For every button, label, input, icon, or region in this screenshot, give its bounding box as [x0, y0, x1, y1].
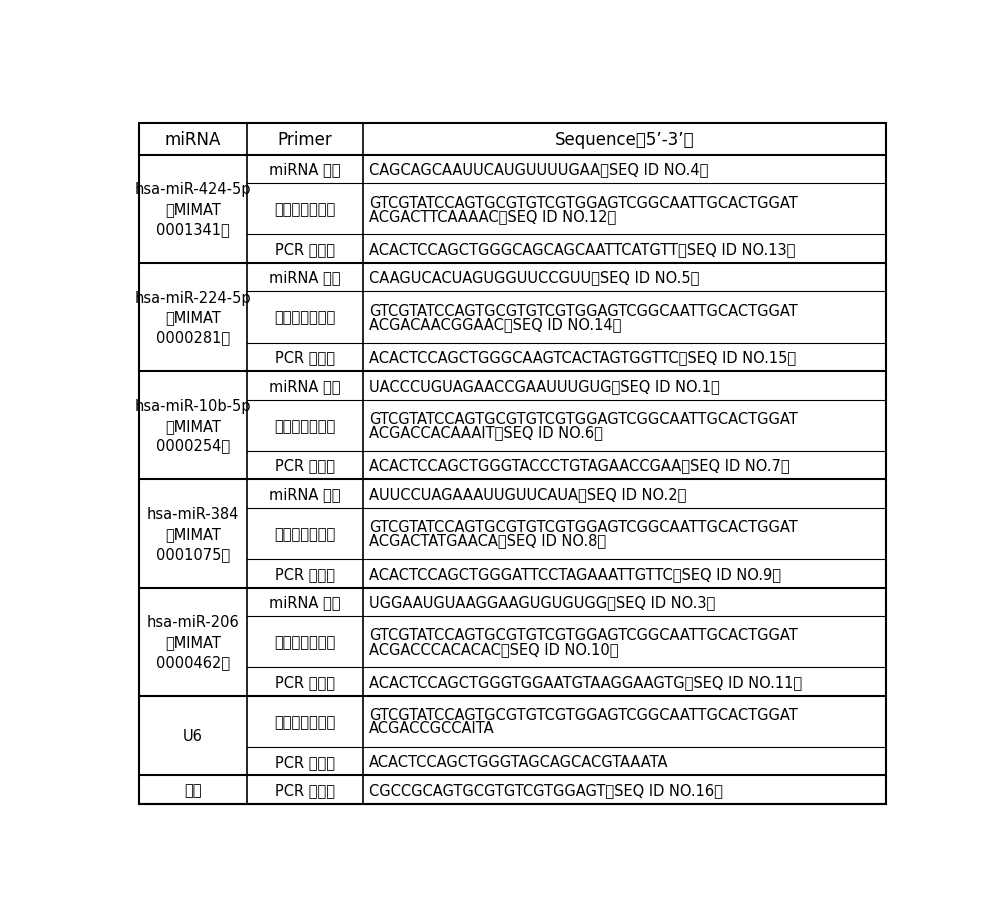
Text: 反转录引物序列: 反转录引物序列: [275, 202, 336, 217]
Text: CAAGUCACUAGUGGUUCCGUU（SEQ ID NO.5）: CAAGUCACUAGUGGUUCCGUU（SEQ ID NO.5）: [369, 270, 700, 285]
Text: 反转录引物序列: 反转录引物序列: [275, 418, 336, 433]
Text: 反转录引物序列: 反转录引物序列: [275, 634, 336, 650]
Text: ACACTCCAGCTGGGTAGCAGCACGTAAATA: ACACTCCAGCTGGGTAGCAGCACGTAAATA: [369, 754, 669, 769]
Text: GTCGTATCCAGTGCGTGTCGTGGAGTCGGCAATTGCACTGGAT: GTCGTATCCAGTGCGTGTCGTGGAGTCGGCAATTGCACTG…: [369, 412, 798, 426]
Text: ACACTCCAGCTGGGTACCCTGTAGAACCGAA（SEQ ID NO.7）: ACACTCCAGCTGGGTACCCTGTAGAACCGAA（SEQ ID N…: [369, 458, 790, 473]
Text: 通用: 通用: [184, 782, 202, 798]
Text: CAGCAGCAAUUCAUGUUUUGAA（SEQ ID NO.4）: CAGCAGCAAUUCAUGUUUUGAA（SEQ ID NO.4）: [369, 163, 709, 177]
Text: PCR 前引物: PCR 前引物: [275, 458, 335, 473]
Text: AUUCCUAGAAAUUGUUCAUA（SEQ ID NO.2）: AUUCCUAGAAAUUGUUCAUA（SEQ ID NO.2）: [369, 486, 687, 502]
Text: miRNA 序列: miRNA 序列: [269, 379, 341, 393]
Text: hsa-miR-206
（MIMAT
0000462）: hsa-miR-206 （MIMAT 0000462）: [147, 615, 239, 669]
Text: PCR 前引物: PCR 前引物: [275, 350, 335, 365]
Text: GTCGTATCCAGTGCGTGTCGTGGAGTCGGCAATTGCACTGGAT: GTCGTATCCAGTGCGTGTCGTGGAGTCGGCAATTGCACTG…: [369, 303, 798, 319]
Text: ACGACTTCAAAAC（SEQ ID NO.12）: ACGACTTCAAAAC（SEQ ID NO.12）: [369, 209, 617, 223]
Text: GTCGTATCCAGTGCGTGTCGTGGAGTCGGCAATTGCACTGGAT: GTCGTATCCAGTGCGTGTCGTGGAGTCGGCAATTGCACTG…: [369, 196, 798, 210]
Text: 反转录引物序列: 反转录引物序列: [275, 527, 336, 541]
Text: ACGACTATGAACA（SEQ ID NO.8）: ACGACTATGAACA（SEQ ID NO.8）: [369, 533, 606, 548]
Text: GTCGTATCCAGTGCGTGTCGTGGAGTCGGCAATTGCACTGGAT: GTCGTATCCAGTGCGTGTCGTGGAGTCGGCAATTGCACTG…: [369, 519, 798, 535]
Text: hsa-miR-224-5p
（MIMAT
0000281）: hsa-miR-224-5p （MIMAT 0000281）: [135, 290, 251, 345]
Text: ACGACCGCCAITA: ACGACCGCCAITA: [369, 720, 495, 736]
Text: ACACTCCAGCTGGGTGGAATGTAAGGAAGTG（SEQ ID NO.11）: ACACTCCAGCTGGGTGGAATGTAAGGAAGTG（SEQ ID N…: [369, 675, 802, 689]
Text: ACACTCCAGCTGGGATTCCTAGAAATTGTTC（SEQ ID NO.9）: ACACTCCAGCTGGGATTCCTAGAAATTGTTC（SEQ ID N…: [369, 566, 781, 581]
Text: miRNA 序列: miRNA 序列: [269, 163, 341, 177]
Text: 反转录引物序列: 反转录引物序列: [275, 714, 336, 729]
Text: UGGAAUGUAAGGAAGUGUGUGG（SEQ ID NO.3）: UGGAAUGUAAGGAAGUGUGUGG（SEQ ID NO.3）: [369, 595, 716, 609]
Text: PCR 前引物: PCR 前引物: [275, 754, 335, 769]
Text: PCR 前引物: PCR 前引物: [275, 675, 335, 689]
Text: ACGACAACGGAAC（SEQ ID NO.14）: ACGACAACGGAAC（SEQ ID NO.14）: [369, 317, 622, 332]
Text: U6: U6: [183, 728, 203, 743]
Text: hsa-miR-10b-5p
（MIMAT
0000254）: hsa-miR-10b-5p （MIMAT 0000254）: [135, 399, 251, 453]
Text: GTCGTATCCAGTGCGTGTCGTGGAGTCGGCAATTGCACTGGAT: GTCGTATCCAGTGCGTGTCGTGGAGTCGGCAATTGCACTG…: [369, 708, 798, 722]
Text: 反转录引物序列: 反转录引物序列: [275, 310, 336, 325]
Text: miRNA: miRNA: [165, 130, 221, 149]
Text: hsa-miR-384
（MIMAT
0001075）: hsa-miR-384 （MIMAT 0001075）: [147, 506, 239, 562]
Text: CGCCGCAGTGCGTGTCGTGGAGT（SEQ ID NO.16）: CGCCGCAGTGCGTGTCGTGGAGT（SEQ ID NO.16）: [369, 782, 723, 798]
Text: ACACTCCAGCTGGGCAAGTCACTAGTGGTTC（SEQ ID NO.15）: ACACTCCAGCTGGGCAAGTCACTAGTGGTTC（SEQ ID N…: [369, 350, 796, 365]
Text: GTCGTATCCAGTGCGTGTCGTGGAGTCGGCAATTGCACTGGAT: GTCGTATCCAGTGCGTGTCGTGGAGTCGGCAATTGCACTG…: [369, 628, 798, 642]
Text: PCR 前引物: PCR 前引物: [275, 242, 335, 256]
Text: Sequence（5’-3’）: Sequence（5’-3’）: [555, 130, 694, 149]
Text: Primer: Primer: [278, 130, 333, 149]
Text: PCR 后引物: PCR 后引物: [275, 782, 335, 798]
Text: PCR 前引物: PCR 前引物: [275, 566, 335, 581]
Text: ACGACCACAAAIT（SEQ ID NO.6）: ACGACCACAAAIT（SEQ ID NO.6）: [369, 425, 603, 440]
Text: miRNA 序列: miRNA 序列: [269, 270, 341, 285]
Text: ACGACCCACACAC（SEQ ID NO.10）: ACGACCCACACAC（SEQ ID NO.10）: [369, 641, 619, 656]
Text: UACCCUGUAGAACCGAAUUUGUG（SEQ ID NO.1）: UACCCUGUAGAACCGAAUUUGUG（SEQ ID NO.1）: [369, 379, 720, 393]
Text: ACACTCCAGCTGGGCAGCAGCAATTCATGTT（SEQ ID NO.13）: ACACTCCAGCTGGGCAGCAGCAATTCATGTT（SEQ ID N…: [369, 242, 796, 256]
Text: hsa-miR-424-5p
（MIMAT
0001341）: hsa-miR-424-5p （MIMAT 0001341）: [135, 182, 251, 237]
Text: miRNA 序列: miRNA 序列: [269, 595, 341, 609]
Text: miRNA 序列: miRNA 序列: [269, 486, 341, 502]
